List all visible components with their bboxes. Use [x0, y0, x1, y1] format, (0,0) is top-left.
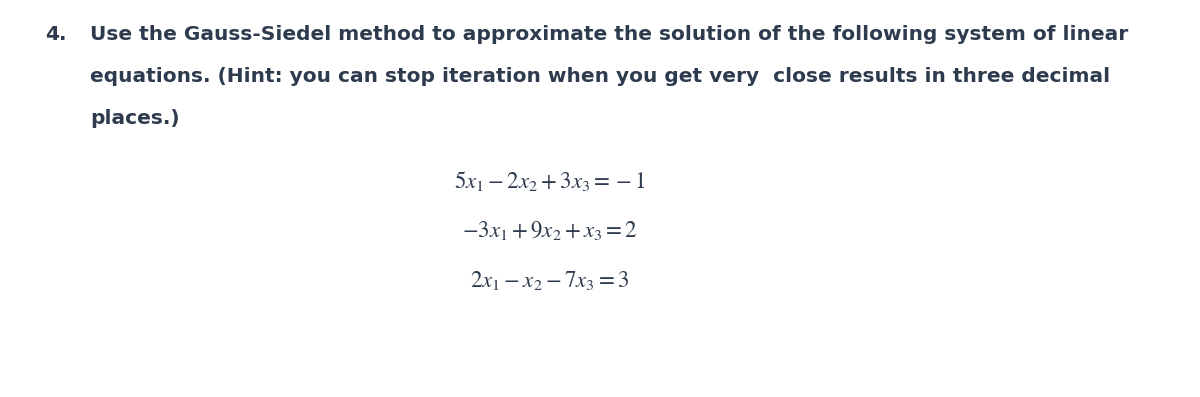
- Text: places.): places.): [90, 109, 180, 128]
- Text: equations. (Hint: you can stop iteration when you get very  close results in thr: equations. (Hint: you can stop iteration…: [90, 67, 1110, 86]
- Text: Use the Gauss-Siedel method to approximate the solution of the following system : Use the Gauss-Siedel method to approxima…: [90, 25, 1128, 44]
- Text: $-3x_1 + 9x_2 + x_3 = 2$: $-3x_1 + 9x_2 + x_3 = 2$: [462, 219, 638, 242]
- Text: 4.: 4.: [46, 25, 66, 44]
- Text: $2x_1 - x_2 - 7x_3 = 3$: $2x_1 - x_2 - 7x_3 = 3$: [470, 269, 630, 292]
- Text: $5x_1 - 2x_2 + 3x_3 = -1$: $5x_1 - 2x_2 + 3x_3 = -1$: [454, 169, 646, 193]
